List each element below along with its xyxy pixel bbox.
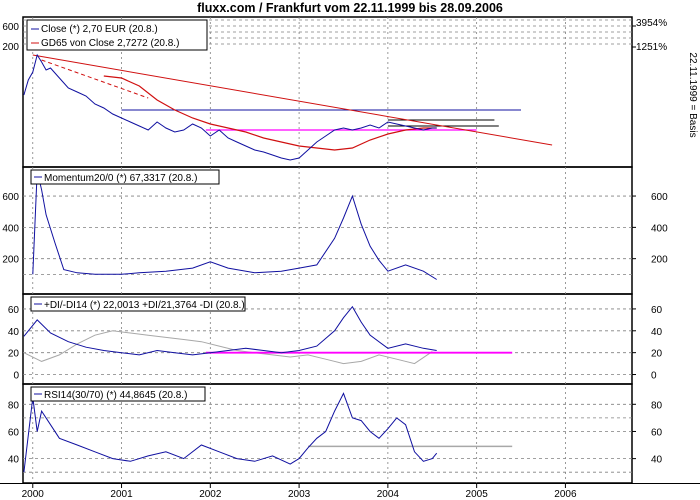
legend-entry-momentum: Momentum20/0 (*) 67,3317 (20.8.) xyxy=(44,173,197,184)
gd65-line xyxy=(103,75,437,151)
price-right-axis-label: 22.11.1999 = Basis xyxy=(687,52,698,137)
left-tick-label-400: 400 xyxy=(2,223,19,234)
price-right-tick-label: 1251% xyxy=(636,42,667,53)
legend-entry-rsi: RSI14(30/70) (*) 44,8645 (20.8.) xyxy=(44,390,187,401)
trend-line xyxy=(32,54,553,146)
minus-di-line xyxy=(23,330,433,365)
right-tick-label-60: 60 xyxy=(651,305,663,316)
x-tick-label-2006: 2006 xyxy=(554,489,577,500)
x-tick-label-2002: 2002 xyxy=(199,489,222,500)
left-tick-label-0: 0 xyxy=(13,371,19,382)
x-tick-label-2005: 2005 xyxy=(466,489,489,500)
legend-box xyxy=(26,19,208,51)
close-line xyxy=(23,53,437,161)
right-tick-label-60: 60 xyxy=(651,427,663,438)
right-tick-label-40: 40 xyxy=(651,327,663,338)
legend-box xyxy=(30,169,220,185)
left-tick-label-200: 200 xyxy=(2,255,19,266)
x-tick-label-2003: 2003 xyxy=(288,489,311,500)
legend-entry-dmi: +DI/-DI14 (*) 22,0013 +DI/21,3764 -DI (2… xyxy=(44,300,245,311)
legend-entry-gd65: GD65 von Close 2,7272 (20.8.) xyxy=(41,38,179,49)
trend-line-dashed xyxy=(41,59,149,99)
right-tick-label-0: 0 xyxy=(651,371,657,382)
left-tick-label-20: 20 xyxy=(8,349,20,360)
left-tick-label-60: 60 xyxy=(8,305,20,316)
x-tick-label-2000: 2000 xyxy=(22,489,45,500)
legend-entry-close: Close (*) 2,70 EUR (20.8.) xyxy=(41,24,158,35)
right-tick-label-20: 20 xyxy=(651,349,663,360)
chart-title: fluxx.com / Frankfurt vom 22.11.1999 bis… xyxy=(197,1,503,15)
plus-di-line xyxy=(23,305,437,356)
rsi-legend: RSI14(30/70) (*) 44,8645 (20.8.) xyxy=(30,386,206,402)
price-left-tick-label: 200 xyxy=(2,42,19,53)
right-tick-label-200: 200 xyxy=(651,255,668,266)
dmi-legend: +DI/-DI14 (*) 22,0013 +DI/21,3764 -DI (2… xyxy=(30,296,246,312)
right-tick-label-400: 400 xyxy=(651,223,668,234)
x-tick-label-2004: 2004 xyxy=(377,489,400,500)
right-tick-label-80: 80 xyxy=(651,400,663,411)
rsi-line xyxy=(23,392,438,473)
left-tick-label-40: 40 xyxy=(8,455,20,466)
legend-box xyxy=(30,296,246,312)
left-tick-label-40: 40 xyxy=(8,327,20,338)
legend-box xyxy=(30,386,206,402)
left-tick-label-600: 600 xyxy=(2,192,19,203)
price-right-tick-label: 3954% xyxy=(636,18,667,29)
price-left-tick-label: 600 xyxy=(2,22,19,33)
right-tick-label-600: 600 xyxy=(651,192,668,203)
right-tick-label-40: 40 xyxy=(651,455,663,466)
panel-frame-1 xyxy=(22,166,633,295)
x-tick-label-2001: 2001 xyxy=(110,489,133,500)
momentum-line xyxy=(32,170,437,280)
momentum-legend: Momentum20/0 (*) 67,3317 (20.8.) xyxy=(30,169,220,185)
left-tick-label-80: 80 xyxy=(8,400,20,411)
left-tick-label-60: 60 xyxy=(8,427,20,438)
price-legend: Close (*) 2,70 EUR (20.8.) GD65 von Close… xyxy=(26,19,208,51)
